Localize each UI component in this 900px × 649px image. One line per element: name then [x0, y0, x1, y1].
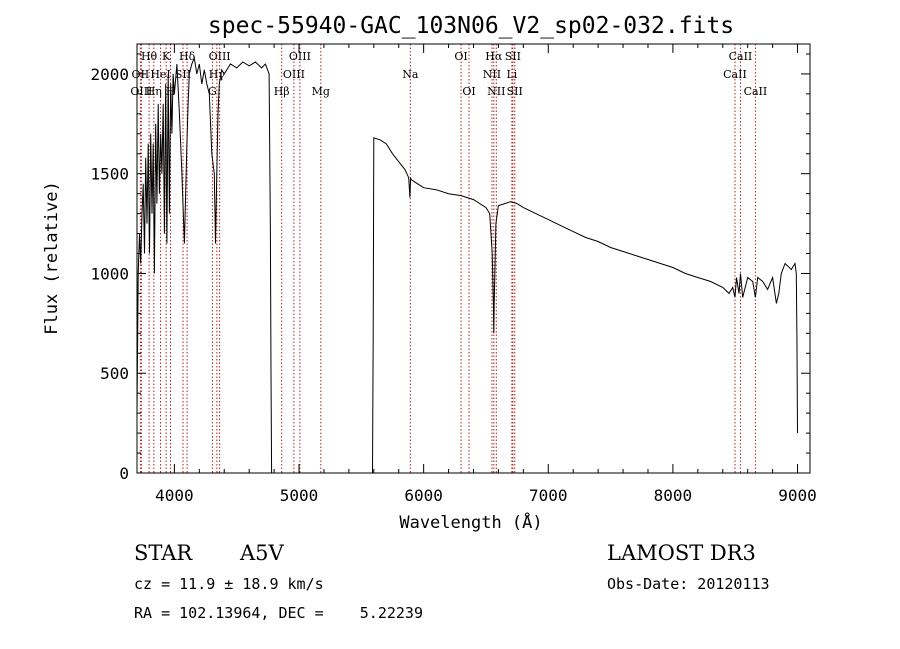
x-axis-label: Wavelength (Å): [399, 511, 542, 533]
line-label-15: Mg: [312, 85, 330, 98]
line-label-27: CaII: [744, 85, 768, 98]
y-axis-ticks: 0 500 1000 1500 2000: [90, 53, 810, 483]
line-label-1: OII: [132, 68, 150, 81]
line-label-17: OI: [454, 50, 467, 63]
line-label-24: SII: [507, 85, 523, 98]
y-tick-label: 1000: [90, 264, 129, 283]
line-label-9: OIII: [209, 50, 231, 63]
x-axis-ticks: 4000 5000 6000 7000 8000 9000: [155, 44, 817, 505]
y-tick-label: 500: [100, 364, 129, 383]
x-tick-label: 5000: [280, 486, 319, 505]
line-label-13: OIII: [289, 50, 311, 63]
line-label-10: Hγ: [209, 68, 226, 81]
spectral-line-markers: [139, 44, 756, 473]
y-axis-label: Flux (relative): [42, 181, 62, 335]
line-label-18: OI: [462, 85, 475, 98]
line-label-21: NII: [483, 68, 501, 81]
line-label-12: Hβ: [274, 85, 290, 98]
line-label-0: Hθ: [141, 50, 158, 63]
x-tick-label: 6000: [404, 486, 443, 505]
x-tick-label: 4000: [155, 486, 194, 505]
line-label-6: SII: [175, 68, 191, 81]
x-tick-label: 7000: [529, 486, 568, 505]
line-label-14: OIII: [283, 68, 305, 81]
survey-name: LAMOST DR3: [607, 541, 756, 565]
x-tick-label: 8000: [654, 486, 693, 505]
plot-frame: [136, 43, 811, 474]
y-tick-label: 0: [119, 464, 129, 483]
x-tick-label: 9000: [778, 486, 817, 505]
object-class: STAR: [134, 541, 193, 565]
line-label-4: HeI: [150, 68, 170, 81]
obs-date: Obs-Date: 20120113: [607, 575, 770, 593]
y-tick-label: 1500: [90, 165, 129, 184]
line-label-3: Hη: [146, 85, 162, 98]
spectrum-series-line: [136, 56, 798, 474]
line-label-5: K: [162, 50, 171, 63]
object-subclass: A5V: [239, 541, 285, 565]
line-label-19: Hα: [485, 50, 503, 63]
line-label-25: CaII: [729, 50, 753, 63]
line-label-2: OIII: [130, 85, 152, 98]
line-label-16: Na: [402, 68, 419, 81]
y-tick-label: 2000: [90, 65, 129, 84]
line-label-8: Hδ: [179, 50, 196, 63]
coordinates: RA = 102.13964, DEC = 5.22239: [134, 604, 423, 622]
line-label-26: CaII: [723, 68, 747, 81]
line-label-23: NII: [487, 85, 505, 98]
line-label-11: G: [208, 85, 217, 98]
line-label-22: Li: [506, 68, 517, 81]
redshift-readout: cz = 11.9 ± 18.9 km/s: [134, 575, 324, 593]
chart-title: spec-55940-GAC_103N06_V2_sp02-032.fits: [208, 13, 734, 39]
line-label-20: SII: [505, 50, 521, 63]
